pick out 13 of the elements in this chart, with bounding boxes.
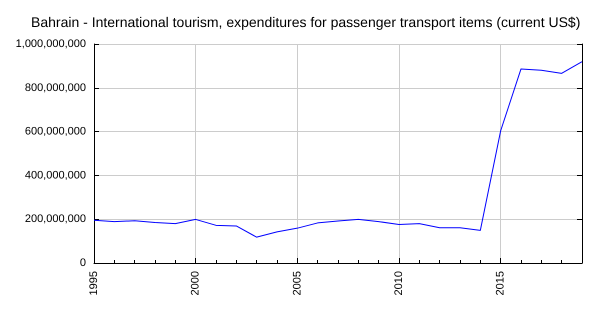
x-tick-label: 2000 — [190, 271, 202, 296]
y-tick-label: 0 — [80, 257, 86, 269]
x-tick-label: 1995 — [88, 271, 100, 296]
y-tick-label: 800,000,000 — [24, 82, 86, 94]
chart-title: Bahrain - International tourism, expenditures for passenger transport items (current US$) — [31, 14, 580, 30]
y-tick-label: 600,000,000 — [24, 126, 86, 138]
y-tick-label: 200,000,000 — [24, 213, 86, 226]
y-tick-label: 1,000,000,000 — [16, 38, 86, 50]
y-tick-label: 400,000,000 — [24, 169, 86, 182]
x-tick-label: 2015 — [494, 271, 507, 296]
line-series — [94, 61, 582, 238]
x-tick-label: 2010 — [393, 271, 405, 296]
x-tick-label: 2005 — [291, 271, 304, 296]
